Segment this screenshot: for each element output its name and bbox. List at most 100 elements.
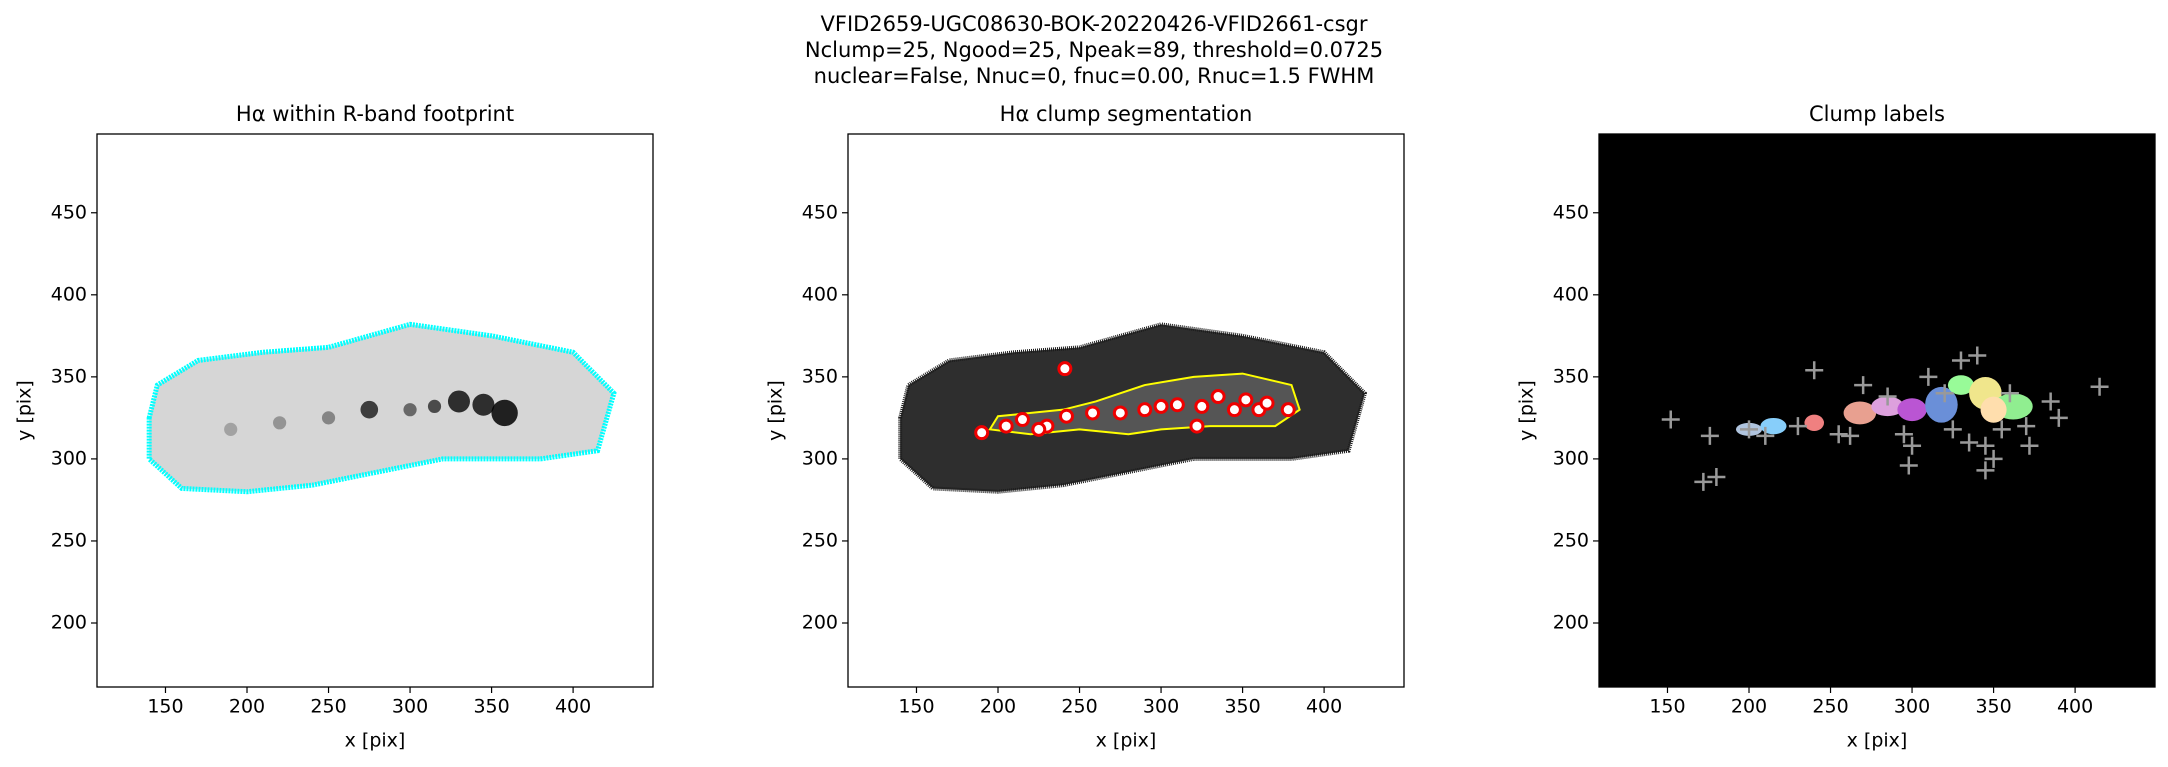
peak bbox=[1014, 412, 1030, 428]
x-axis-label: x [pix] bbox=[1847, 730, 1908, 752]
peak bbox=[1226, 402, 1242, 418]
peak-cross bbox=[1829, 425, 1848, 444]
peak-cross bbox=[1903, 436, 1922, 455]
image-area bbox=[898, 322, 1368, 494]
galaxy bbox=[146, 321, 617, 495]
peak bbox=[1238, 392, 1254, 408]
y-tick-label: 400 bbox=[51, 283, 87, 305]
axes-title: Clump labels bbox=[1809, 102, 1945, 126]
emission-knot bbox=[360, 400, 379, 419]
peak bbox=[1112, 405, 1128, 421]
peak-cross bbox=[1943, 420, 1962, 439]
peak-cross bbox=[2090, 377, 2109, 396]
peak-cross bbox=[1976, 436, 1995, 455]
x-axis-label: x [pix] bbox=[1096, 730, 1157, 752]
y-tick-label: 300 bbox=[1553, 447, 1589, 469]
x-tick-label: 300 bbox=[1143, 696, 1179, 718]
y-tick-label: 250 bbox=[802, 529, 838, 551]
x-tick-label: 400 bbox=[1306, 696, 1342, 718]
clump-label bbox=[1897, 398, 1927, 422]
peak-cross bbox=[1984, 449, 2003, 468]
peak-cross bbox=[1960, 433, 1979, 452]
y-tick-label: 350 bbox=[51, 365, 87, 387]
peak bbox=[974, 425, 990, 441]
peak bbox=[998, 418, 1014, 434]
x-tick-label: 350 bbox=[1224, 696, 1260, 718]
peak bbox=[1058, 408, 1074, 424]
peak bbox=[1031, 421, 1047, 437]
x-tick-label: 400 bbox=[2057, 696, 2093, 718]
clump-label bbox=[1925, 386, 1958, 423]
peak-cross bbox=[1841, 426, 1860, 445]
emission-knot bbox=[427, 399, 442, 413]
axes-frame bbox=[847, 133, 1405, 688]
y-tick-label: 200 bbox=[802, 612, 838, 634]
x-tick-label: 300 bbox=[392, 696, 428, 718]
peak-cross bbox=[1707, 467, 1726, 486]
peak bbox=[1194, 398, 1210, 414]
x-tick-label: 250 bbox=[1061, 696, 1097, 718]
peak bbox=[1189, 418, 1205, 434]
emission-knot bbox=[224, 422, 238, 436]
y-tick-label: 200 bbox=[51, 612, 87, 634]
peak-cross bbox=[2000, 384, 2019, 403]
peak-cross bbox=[1805, 361, 1824, 380]
peak-cross bbox=[1740, 420, 1759, 439]
y-tick-label: 350 bbox=[1553, 365, 1589, 387]
peak-cross bbox=[1661, 410, 1680, 429]
clump-label bbox=[1947, 375, 1975, 395]
peak-cross bbox=[2041, 392, 2060, 411]
x-tick-label: 300 bbox=[1894, 696, 1930, 718]
y-tick-label: 450 bbox=[802, 201, 838, 223]
peak bbox=[1169, 397, 1185, 413]
peak-cross bbox=[1694, 472, 1713, 491]
peak-cross bbox=[2049, 408, 2068, 427]
peak-cross bbox=[1700, 426, 1719, 445]
x-tick-label: 200 bbox=[229, 696, 265, 718]
axes-frame bbox=[1598, 133, 2156, 688]
peak-cross bbox=[1951, 351, 1970, 370]
peak-cross bbox=[1976, 461, 1995, 480]
peak bbox=[1259, 395, 1275, 411]
x-tick-label: 350 bbox=[1975, 696, 2011, 718]
x-tick-label: 250 bbox=[310, 696, 346, 718]
axes-title: Hα clump segmentation bbox=[1000, 102, 1253, 126]
y-axis-label: y [pix] bbox=[14, 380, 36, 441]
suptitle-line: nuclear=False, Nnuc=0, fnuc=0.00, Rnuc=1… bbox=[814, 64, 1375, 88]
emission-knot bbox=[447, 390, 470, 413]
y-tick-label: 300 bbox=[802, 447, 838, 469]
peak-cross bbox=[1919, 367, 1938, 386]
axes-frame bbox=[96, 133, 654, 688]
x-tick-label: 250 bbox=[1812, 696, 1848, 718]
peak bbox=[1057, 361, 1073, 377]
peak-cross bbox=[2020, 436, 2039, 455]
y-tick-label: 300 bbox=[51, 447, 87, 469]
peak bbox=[1137, 402, 1153, 418]
x-tick-label: 150 bbox=[147, 696, 183, 718]
x-tick-label: 400 bbox=[555, 696, 591, 718]
peak-cross bbox=[1968, 346, 1987, 365]
x-tick-label: 150 bbox=[898, 696, 934, 718]
x-tick-label: 200 bbox=[980, 696, 1016, 718]
y-tick-label: 200 bbox=[1553, 612, 1589, 634]
image-area bbox=[1599, 134, 2155, 687]
emission-knot bbox=[472, 393, 495, 416]
y-tick-label: 450 bbox=[51, 201, 87, 223]
emission-knot bbox=[273, 416, 287, 430]
peak bbox=[1085, 405, 1101, 421]
y-axis-label: y [pix] bbox=[765, 380, 787, 441]
peak bbox=[1153, 398, 1169, 414]
peak-cross bbox=[1854, 376, 1873, 395]
emission-knot bbox=[403, 403, 417, 417]
clump-label bbox=[1804, 414, 1825, 431]
peak bbox=[1280, 402, 1296, 418]
suptitle-line: Nclump=25, Ngood=25, Npeak=89, threshold… bbox=[805, 38, 1383, 62]
peak-cross bbox=[1788, 417, 1807, 436]
emission-knot bbox=[321, 411, 336, 425]
image-area bbox=[146, 321, 617, 495]
x-axis-label: x [pix] bbox=[345, 730, 406, 752]
clump-label bbox=[1843, 401, 1877, 425]
y-tick-label: 350 bbox=[802, 365, 838, 387]
peak-cross bbox=[1756, 426, 1775, 445]
